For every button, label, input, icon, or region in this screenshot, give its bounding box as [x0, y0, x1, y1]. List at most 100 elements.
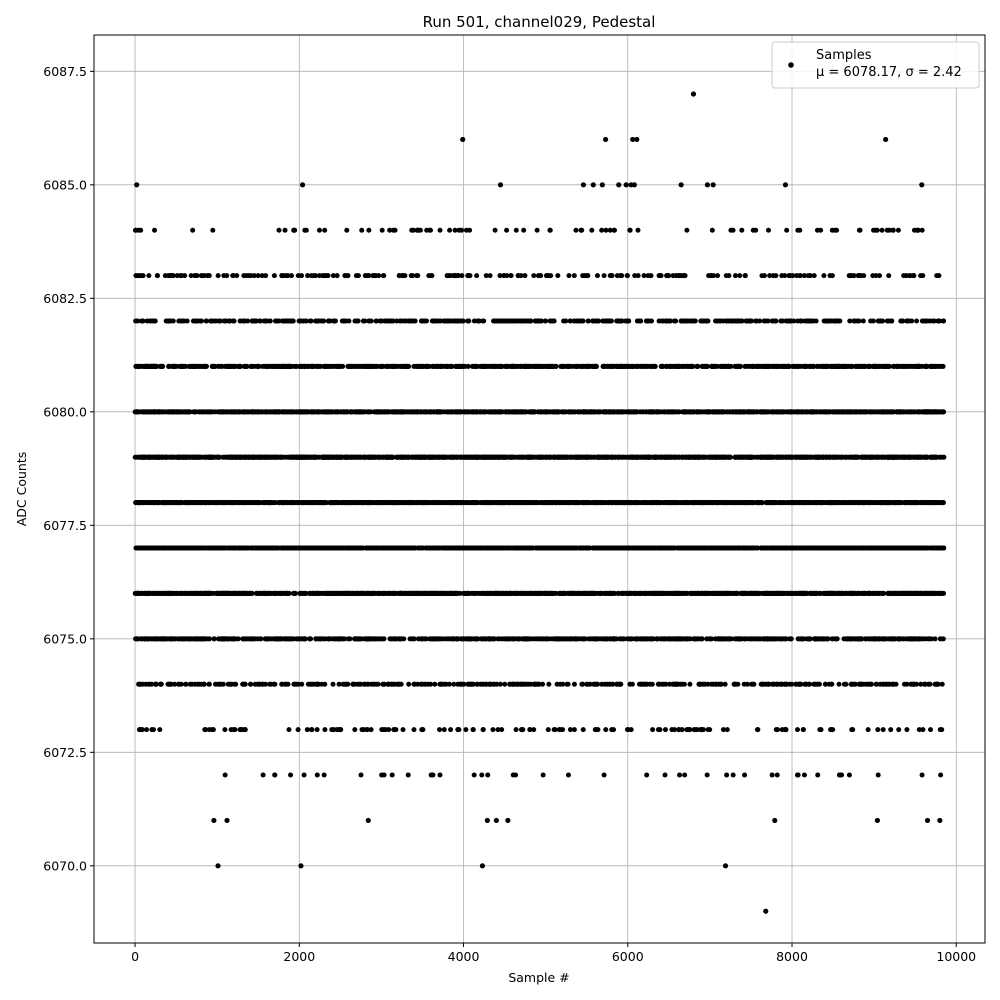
sample-point	[680, 590, 686, 596]
sample-point	[707, 727, 713, 733]
sample-point	[356, 636, 362, 642]
sample-point	[546, 681, 552, 687]
sample-point	[477, 590, 483, 596]
sample-point	[720, 727, 726, 733]
sample-point	[654, 636, 660, 642]
sample-point	[567, 727, 573, 733]
sample-point	[344, 545, 350, 551]
sample-point	[602, 590, 608, 596]
sample-point	[876, 636, 882, 642]
sample-point	[406, 681, 412, 687]
sample-point	[536, 636, 542, 642]
sample-point	[619, 545, 625, 551]
sample-point	[174, 545, 180, 551]
sample-point	[922, 681, 928, 687]
sample-point	[255, 636, 261, 642]
sample-point	[799, 636, 805, 642]
sample-point	[289, 636, 295, 642]
sample-point	[614, 681, 620, 687]
sample-point	[323, 545, 329, 551]
sample-point	[603, 636, 609, 642]
sample-point	[889, 681, 895, 687]
sample-point	[365, 727, 371, 733]
sample-point	[751, 590, 757, 596]
sample-point	[411, 727, 417, 733]
chart-title: Run 501, channel029, Pedestal	[423, 13, 656, 31]
sample-point	[260, 772, 266, 778]
sample-point	[735, 545, 741, 551]
sample-point	[578, 636, 584, 642]
sample-point	[325, 636, 331, 642]
sample-point	[425, 545, 431, 551]
sample-point	[149, 727, 155, 733]
sample-point	[388, 636, 394, 642]
sample-point	[381, 590, 387, 596]
sample-point	[309, 727, 315, 733]
sample-point	[485, 590, 491, 596]
sample-point	[373, 636, 379, 642]
sample-point	[724, 772, 730, 778]
sample-point	[593, 590, 599, 596]
sample-point	[389, 590, 395, 596]
sample-point	[704, 772, 710, 778]
sample-point	[133, 636, 139, 642]
sample-point	[916, 727, 922, 733]
sample-point	[545, 727, 551, 733]
sample-point	[825, 545, 831, 551]
sample-point	[915, 636, 921, 642]
sample-point	[398, 545, 404, 551]
sample-point	[839, 772, 845, 778]
sample-point	[583, 545, 589, 551]
sample-point	[186, 636, 192, 642]
sample-point	[272, 681, 278, 687]
sample-point	[779, 636, 785, 642]
sample-point	[655, 681, 661, 687]
sample-point	[880, 681, 886, 687]
sample-point	[848, 590, 854, 596]
sample-point	[398, 636, 404, 642]
sample-point	[584, 681, 590, 687]
sample-point	[939, 727, 945, 733]
sample-point	[259, 681, 265, 687]
sample-point	[564, 681, 570, 687]
sample-point	[465, 590, 471, 596]
sample-point	[368, 636, 374, 642]
sample-point	[535, 681, 541, 687]
sample-point	[665, 590, 671, 596]
sample-point	[658, 636, 664, 642]
sample-point	[628, 636, 634, 642]
sample-point	[183, 681, 189, 687]
sample-point	[165, 681, 171, 687]
sample-point	[212, 681, 218, 687]
sample-point	[899, 590, 905, 596]
sample-point	[557, 727, 563, 733]
sample-point	[288, 545, 294, 551]
sample-point	[750, 681, 756, 687]
sample-point	[194, 590, 200, 596]
sample-point	[322, 727, 328, 733]
sample-point	[205, 590, 211, 596]
sample-point	[802, 681, 808, 687]
sample-point	[649, 590, 655, 596]
sample-point	[930, 545, 936, 551]
sample-point	[430, 590, 436, 596]
sample-point	[352, 636, 358, 642]
sample-point	[348, 590, 354, 596]
sample-point	[146, 636, 152, 642]
sample-point	[302, 545, 308, 551]
sample-point	[880, 727, 886, 733]
sample-point	[742, 590, 748, 596]
sample-point	[697, 681, 703, 687]
sample-point	[179, 545, 185, 551]
sample-point	[488, 636, 494, 642]
sample-point	[138, 636, 144, 642]
sample-point	[449, 545, 455, 551]
sample-point	[556, 636, 562, 642]
sample-point	[543, 590, 549, 596]
sample-point	[611, 727, 617, 733]
sample-point	[644, 772, 650, 778]
sample-point	[471, 772, 477, 778]
sample-point	[527, 727, 533, 733]
sample-point	[423, 636, 429, 642]
sample-point	[875, 727, 881, 733]
